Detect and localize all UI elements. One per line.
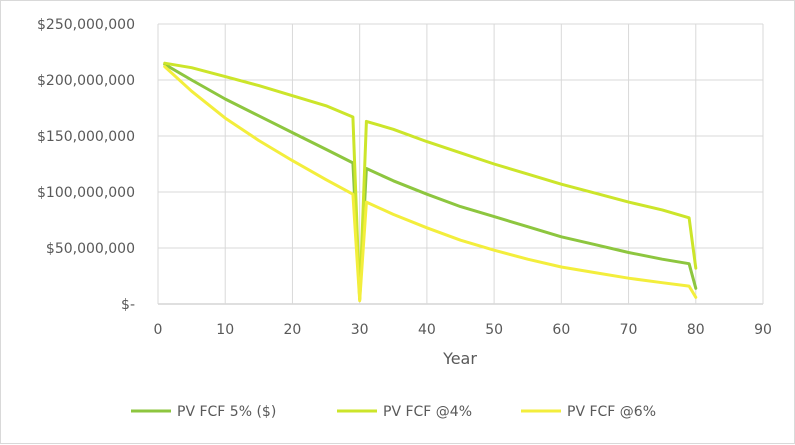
y-axis-tick-labels: $- $50,000,000 $100,000,000 $150,000,000 $20… xyxy=(37,17,135,313)
y-tick-label: $200,000,000 xyxy=(37,73,135,89)
x-tick-label: 40 xyxy=(418,322,436,338)
x-tick-label: 20 xyxy=(284,322,302,338)
x-tick-label: 90 xyxy=(754,322,772,338)
gridlines xyxy=(157,23,764,305)
legend-label: PV FCF @4% xyxy=(383,404,472,420)
x-tick-label: 0 xyxy=(154,322,163,338)
x-tick-label: 30 xyxy=(351,322,369,338)
x-axis-tick-labels: 0 10 20 30 40 50 60 70 80 90 xyxy=(154,322,772,338)
x-tick-label: 60 xyxy=(552,322,570,338)
legend: PV FCF 5% ($) PV FCF @4% PV FCF @6% xyxy=(131,404,656,420)
y-tick-label: $150,000,000 xyxy=(37,129,135,145)
y-tick-label: $50,000,000 xyxy=(46,241,135,257)
x-tick-label: 80 xyxy=(687,322,705,338)
y-tick-label: $- xyxy=(121,297,135,313)
x-tick-label: 70 xyxy=(620,322,638,338)
series-line-1 xyxy=(163,62,698,300)
series-line-2 xyxy=(163,61,698,301)
series-line-3 xyxy=(163,65,698,303)
series-lines xyxy=(163,61,698,303)
x-tick-label: 50 xyxy=(485,322,503,338)
y-tick-label: $100,000,000 xyxy=(37,185,135,201)
legend-label: PV FCF 5% ($) xyxy=(177,404,276,420)
y-tick-label: $250,000,000 xyxy=(37,17,135,33)
x-tick-label: 10 xyxy=(216,322,234,338)
legend-label: PV FCF @6% xyxy=(567,404,656,420)
x-axis-title: Year xyxy=(442,349,477,368)
